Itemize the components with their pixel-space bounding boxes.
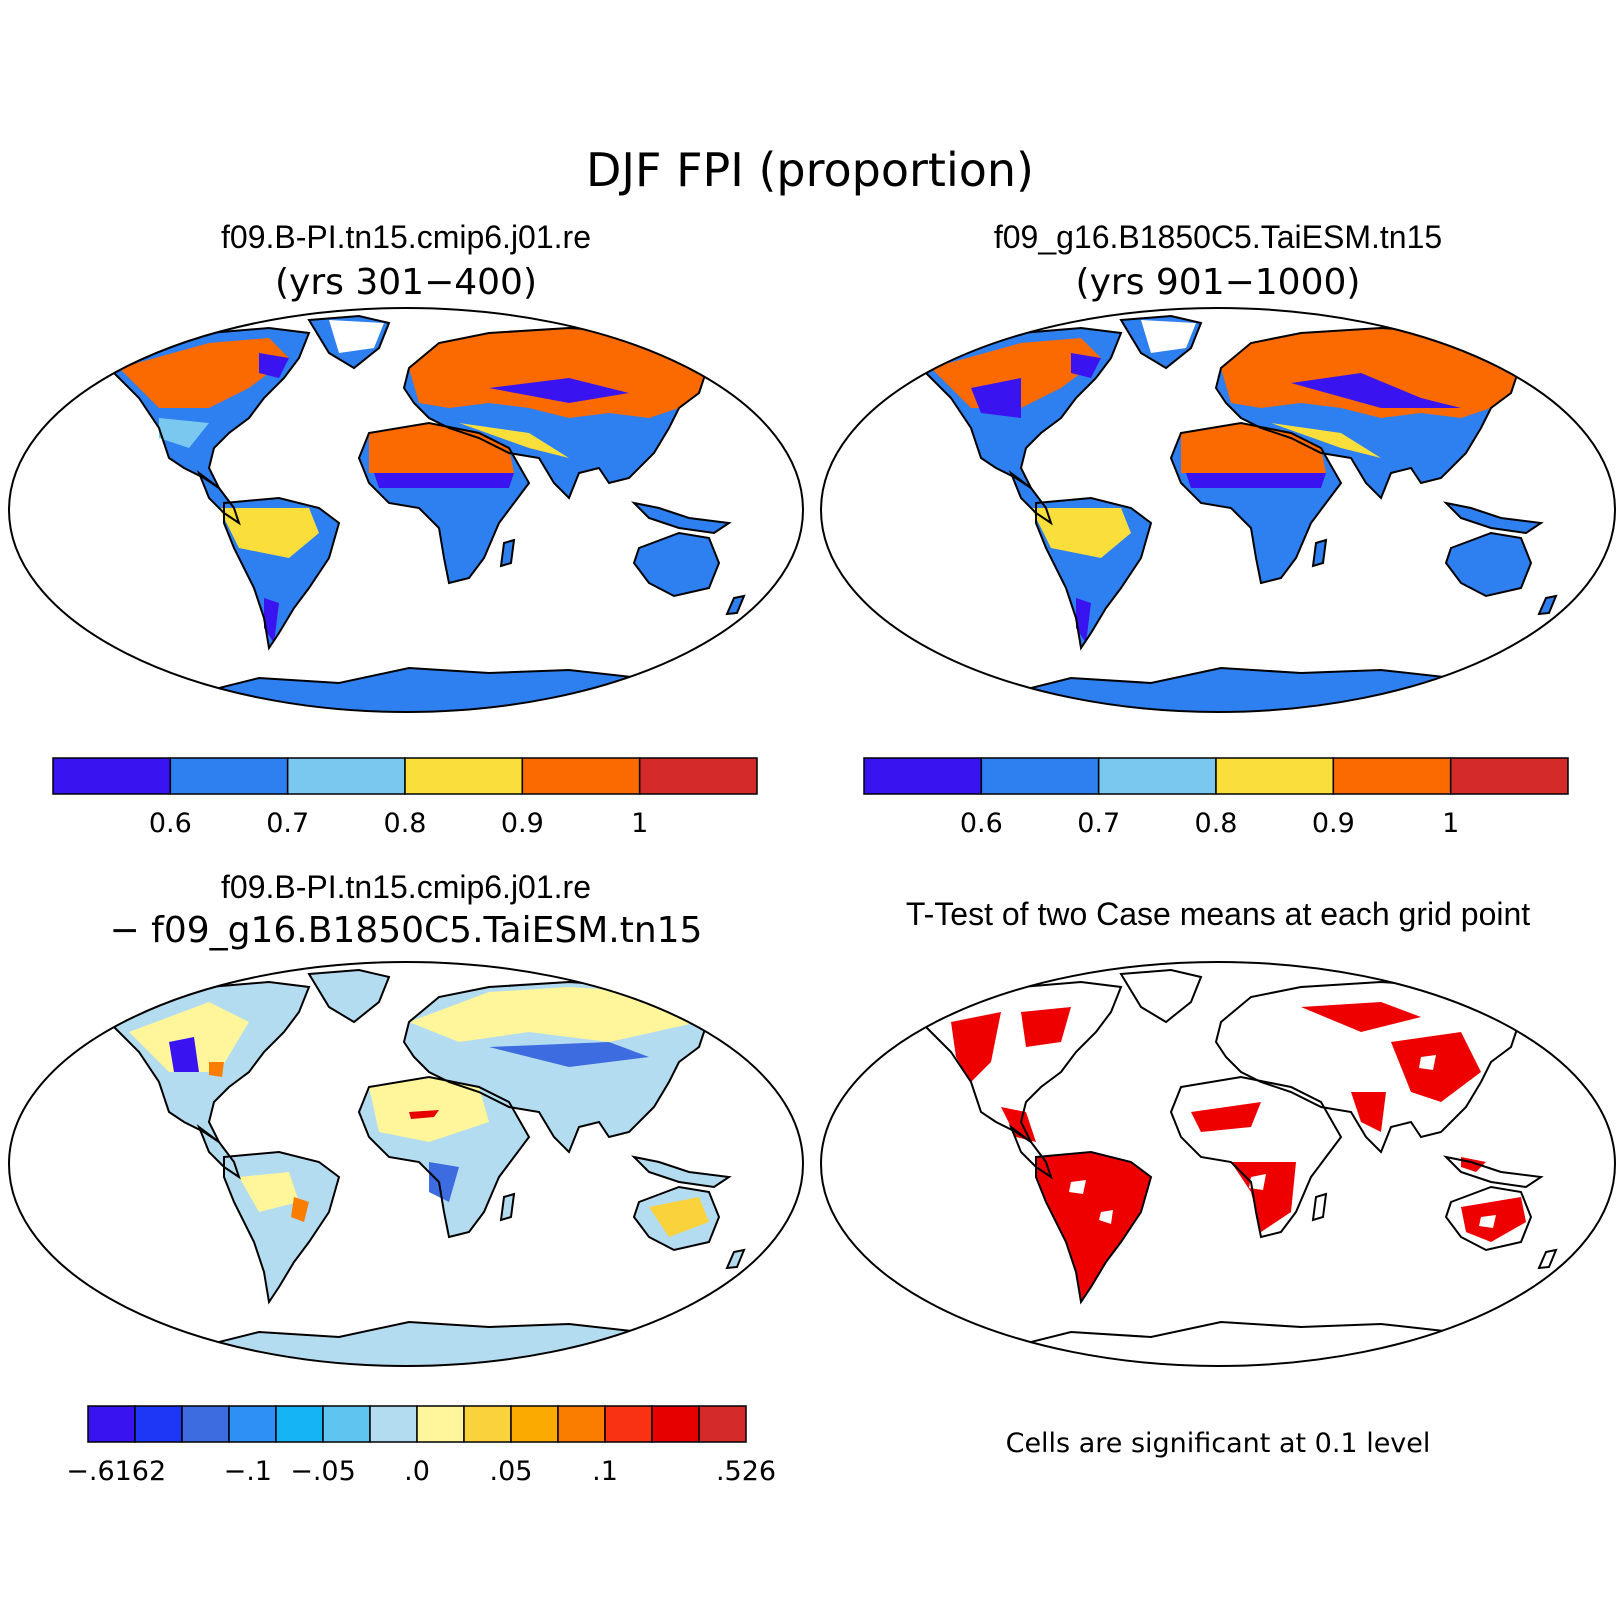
colorbar-swatch — [286, 757, 406, 795]
fpi-field-top-right — [931, 320, 1521, 643]
colorbar-tick-label: 0.6 — [960, 808, 1003, 839]
colorbar-swatch — [638, 757, 758, 795]
colorbar-swatch — [275, 1405, 324, 1443]
colorbar-tick-label: 0.9 — [1312, 808, 1355, 839]
panel-top-left: f09.B-PI.tn15.cmip6.j01.re (yrs 301−400) — [8, 219, 804, 713]
colorbar-tick-label: .1 — [592, 1456, 618, 1487]
colorbar-tick-label: 1 — [631, 808, 648, 839]
panel-top-right: f09_g16.B1850C5.TaiESM.tn15 (yrs 901−100… — [820, 219, 1616, 713]
panel-bottom-left: f09.B-PI.tn15.cmip6.j01.re − f09_g16.B18… — [8, 869, 804, 1367]
colorbar-swatch — [1097, 757, 1217, 795]
map-top-left — [103, 315, 745, 712]
panel-subtitle-bottom-left: − f09_g16.B1850C5.TaiESM.tn15 — [110, 910, 703, 951]
panel-title-bottom-left: f09.B-PI.tn15.cmip6.j01.re — [221, 869, 591, 905]
insignificant-holes — [1069, 1055, 1496, 1228]
panel-title-bottom-right: T-Test of two Case means at each grid po… — [906, 896, 1530, 932]
colorbar-swatch — [228, 1405, 277, 1443]
colorbar-swatch — [557, 1405, 606, 1443]
colorbar-tick-label: 0.6 — [149, 808, 192, 839]
colorbar-swatch — [181, 1405, 230, 1443]
colorbar-tick-label: .0 — [404, 1456, 430, 1487]
map-frame — [820, 961, 1616, 1367]
panel-title-top-left: f09.B-PI.tn15.cmip6.j01.re — [221, 219, 591, 255]
map-bottom-right — [915, 969, 1557, 1366]
panel-subtitle-top-left: (yrs 301−400) — [275, 262, 537, 303]
diff-field-bottom-left — [129, 987, 709, 1237]
panel-subtitle-top-right: (yrs 901−1000) — [1076, 262, 1361, 303]
colorbar-tick-label: .05 — [490, 1456, 533, 1487]
colorbar-tick-label: 0.7 — [266, 808, 309, 839]
colorbar-tick-label: −.05 — [290, 1456, 356, 1487]
significance-note: Cells are significant at 0.1 level — [1006, 1428, 1431, 1459]
colorbar-swatch — [521, 757, 641, 795]
map-frame — [820, 307, 1616, 713]
colorbar-swatch — [87, 1405, 136, 1443]
panel-bottom-right: T-Test of two Case means at each grid po… — [820, 896, 1616, 1459]
colorbar-swatch — [980, 757, 1100, 795]
map-top-right — [915, 315, 1557, 712]
colorbar-top-right: 0.6 0.7 0.8 0.9 1 — [863, 757, 1569, 839]
colorbar-swatch — [863, 757, 983, 795]
colorbar-swatch — [322, 1405, 371, 1443]
colorbar-tick-label: .526 — [716, 1456, 776, 1487]
colorbar-tick-label: −.6162 — [66, 1456, 166, 1487]
map-bottom-left — [103, 969, 745, 1366]
colorbar-swatch — [169, 757, 289, 795]
colorbar-difference: −.6162 −.1 −.05 .0 .05 .1 .526 — [66, 1405, 776, 1487]
significance-field — [951, 1002, 1526, 1302]
map-frame — [8, 307, 804, 713]
colorbar-tick-label: 0.7 — [1077, 808, 1120, 839]
colorbar-tick-label: 0.9 — [501, 808, 544, 839]
colorbar-swatch — [52, 757, 172, 795]
colorbar-tick-label: −.1 — [224, 1456, 272, 1487]
colorbar-tick-label: 0.8 — [384, 808, 427, 839]
colorbar-swatch — [1215, 757, 1335, 795]
figure-title: DJF FPI (proportion) — [586, 143, 1034, 197]
colorbar-swatch — [404, 757, 524, 795]
colorbar-swatch — [134, 1405, 183, 1443]
colorbar-tick-label: 0.8 — [1195, 808, 1238, 839]
colorbar-swatch — [651, 1405, 700, 1443]
panel-title-top-right: f09_g16.B1850C5.TaiESM.tn15 — [994, 219, 1442, 255]
colorbar-swatch — [369, 1405, 418, 1443]
colorbar-swatch — [604, 1405, 653, 1443]
colorbar-swatch — [1449, 757, 1569, 795]
colorbar-swatch — [510, 1405, 559, 1443]
colorbar-top-left: 0.6 0.7 0.8 0.9 1 — [52, 757, 758, 839]
colorbar-tick-label: 1 — [1442, 808, 1459, 839]
map-frame — [8, 961, 804, 1367]
colorbar-swatch — [463, 1405, 512, 1443]
fpi-field-top-left — [119, 320, 709, 643]
colorbar-swatch — [416, 1405, 465, 1443]
colorbar-swatch — [698, 1405, 747, 1443]
colorbar-swatch — [1332, 757, 1452, 795]
